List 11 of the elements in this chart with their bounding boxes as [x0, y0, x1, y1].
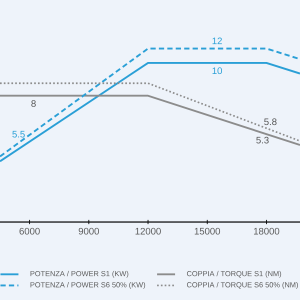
x-tick-label: 6000 [20, 228, 40, 235]
annotation: 12 [212, 38, 222, 44]
annotation: 8 [31, 100, 36, 107]
x-tick-label: 18000 [254, 228, 280, 235]
x-tick-label: 12000 [136, 228, 161, 235]
annotation: 5.3 [256, 136, 269, 144]
annotation: 5.8 [264, 118, 277, 126]
annotation: 5.5 [12, 130, 25, 138]
annotation: 10 [212, 67, 222, 74]
x-tick-label: 15000 [194, 228, 220, 235]
x-tick-label: 9000 [78, 228, 99, 235]
